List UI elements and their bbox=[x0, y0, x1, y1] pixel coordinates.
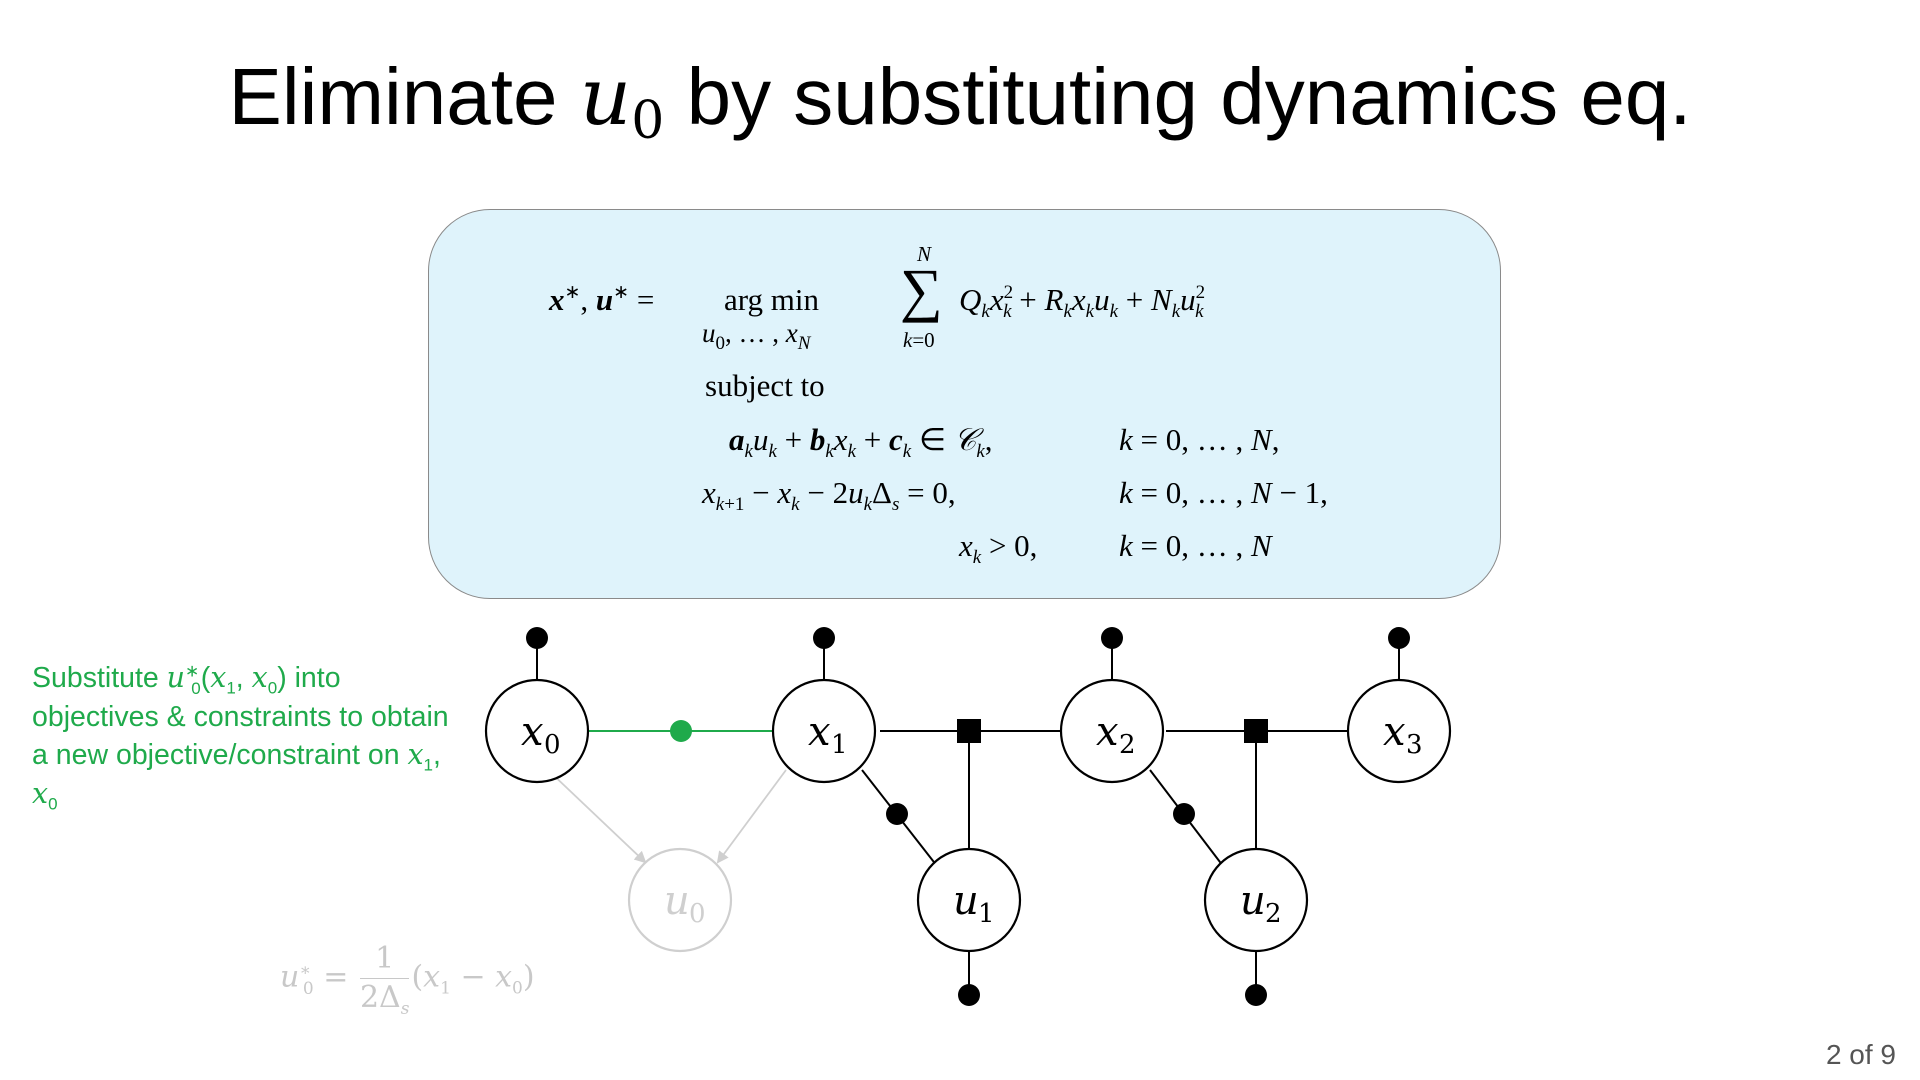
svg-text:2: 2 bbox=[1265, 899, 1282, 929]
unary-factor-u1 bbox=[958, 984, 980, 1006]
subject-to-label: subject to bbox=[705, 368, 825, 403]
dynamics-factor-2 bbox=[1244, 719, 1268, 743]
svg-text:1: 1 bbox=[831, 730, 848, 760]
unary-factor-x3 bbox=[1388, 627, 1410, 649]
objective-expression: Qkx2k + Rkxkuk + Nku2k bbox=[959, 282, 1206, 322]
svg-text:0: 0 bbox=[689, 899, 706, 929]
sum-lower-limit: k=0 bbox=[903, 328, 935, 352]
unary-factor-x0 bbox=[526, 627, 548, 649]
svg-text:x: x bbox=[1383, 709, 1406, 755]
argmin-label: arg min bbox=[724, 282, 819, 317]
svg-text:3: 3 bbox=[1406, 730, 1423, 760]
argmin-variables: u0, … , xN bbox=[702, 318, 811, 354]
factor-x1-u1 bbox=[886, 803, 908, 825]
svg-text:x: x bbox=[1096, 709, 1119, 755]
factor-x2-u2 bbox=[1173, 803, 1195, 825]
title-var-sub: 0 bbox=[631, 91, 665, 151]
page-number: 2 of 9 bbox=[1825, 1039, 1896, 1070]
title-text-before: Eliminate bbox=[228, 52, 580, 141]
svg-text:1: 1 bbox=[978, 899, 995, 929]
constraint-1-expression: akuk + bkxk + ck ∈ 𝒞k, bbox=[729, 422, 993, 462]
unary-factor-x1 bbox=[813, 627, 835, 649]
svg-text:2: 2 bbox=[1119, 730, 1136, 760]
constraint-1-range: k = 0, … , N, bbox=[1119, 422, 1280, 457]
svg-text:u: u bbox=[1240, 878, 1266, 924]
arrow-x0-to-u0 bbox=[547, 769, 647, 864]
unary-factor-u2 bbox=[1245, 984, 1267, 1006]
factor-x0-x1-substituted bbox=[670, 720, 692, 742]
title-var-u: u bbox=[579, 50, 632, 143]
constraint-2-range: k = 0, … , N − 1, bbox=[1119, 475, 1328, 510]
svg-text:u: u bbox=[953, 878, 979, 924]
dynamics-factor-1 bbox=[957, 719, 981, 743]
sum-symbol: ∑ bbox=[900, 257, 943, 323]
title-text-after: by substituting dynamics eq. bbox=[664, 52, 1692, 141]
optimization-lhs: x∗, u∗ = bbox=[549, 282, 655, 317]
u0-solution-formula: u∗0 = 1 2Δs (x1 − x0) bbox=[280, 941, 535, 1019]
optimization-problem-box: x∗, u∗ = arg min u0, … , xN N ∑ k=0 Qkx2… bbox=[428, 209, 1501, 599]
svg-text:x: x bbox=[808, 709, 831, 755]
substitution-note: Substitute u∗0(x1, x0) into objectives &… bbox=[32, 661, 449, 814]
svg-text:u: u bbox=[664, 878, 690, 924]
slide-title: Eliminate u0 by substituting dynamics eq… bbox=[0, 50, 1920, 151]
arrow-x1-to-u0 bbox=[716, 769, 787, 864]
constraint-3-range: k = 0, … , N bbox=[1119, 528, 1272, 563]
unary-factor-x2 bbox=[1101, 627, 1123, 649]
svg-text:x: x bbox=[521, 709, 544, 755]
constraint-3-expression: xk > 0, bbox=[959, 528, 1038, 568]
constraint-2-expression: xk+1 − xk − 2ukΔs = 0, bbox=[702, 475, 956, 515]
sum-upper-limit: N bbox=[917, 242, 932, 266]
svg-text:0: 0 bbox=[544, 730, 561, 760]
